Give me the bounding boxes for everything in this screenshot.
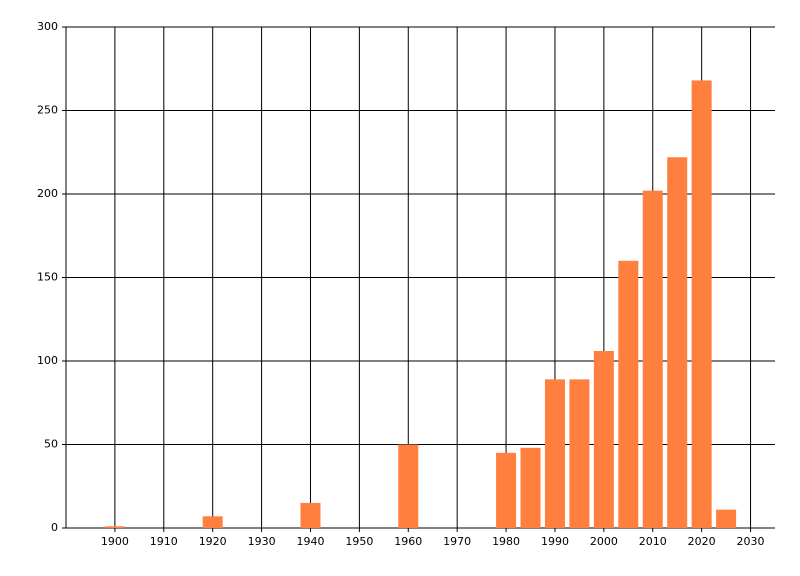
x-tick-label: 1930 <box>248 535 276 548</box>
bar <box>520 447 541 528</box>
x-tick-label: 1980 <box>492 535 520 548</box>
y-tick-label: 300 <box>37 20 58 33</box>
bar <box>569 379 590 528</box>
bar <box>691 80 712 528</box>
x-tick-label: 2010 <box>639 535 667 548</box>
y-tick-label: 50 <box>44 438 58 451</box>
x-tick-label: 1920 <box>199 535 227 548</box>
y-tick-label: 100 <box>37 354 58 367</box>
y-tick-label: 250 <box>37 104 58 117</box>
bar <box>667 157 688 528</box>
y-tick-label: 200 <box>37 187 58 200</box>
x-tick-label: 2000 <box>590 535 618 548</box>
bar <box>202 516 223 528</box>
bar <box>496 452 517 528</box>
bar <box>104 526 125 528</box>
bar <box>642 190 663 528</box>
bar <box>593 350 614 528</box>
bar <box>398 444 419 528</box>
x-tick-label: 1900 <box>101 535 129 548</box>
x-tick-label: 1910 <box>150 535 178 548</box>
bar <box>544 379 565 528</box>
x-tick-label: 1970 <box>443 535 471 548</box>
x-tick-label: 2020 <box>688 535 716 548</box>
y-tick-label: 150 <box>37 271 58 284</box>
x-tick-label: 1960 <box>394 535 422 548</box>
bar <box>300 502 321 528</box>
y-tick-label: 0 <box>51 521 58 534</box>
x-tick-label: 1950 <box>345 535 373 548</box>
x-tick-label: 1990 <box>541 535 569 548</box>
x-tick-label: 2030 <box>737 535 765 548</box>
x-tick-label: 1940 <box>296 535 324 548</box>
bar <box>618 260 639 528</box>
bar <box>716 509 737 528</box>
